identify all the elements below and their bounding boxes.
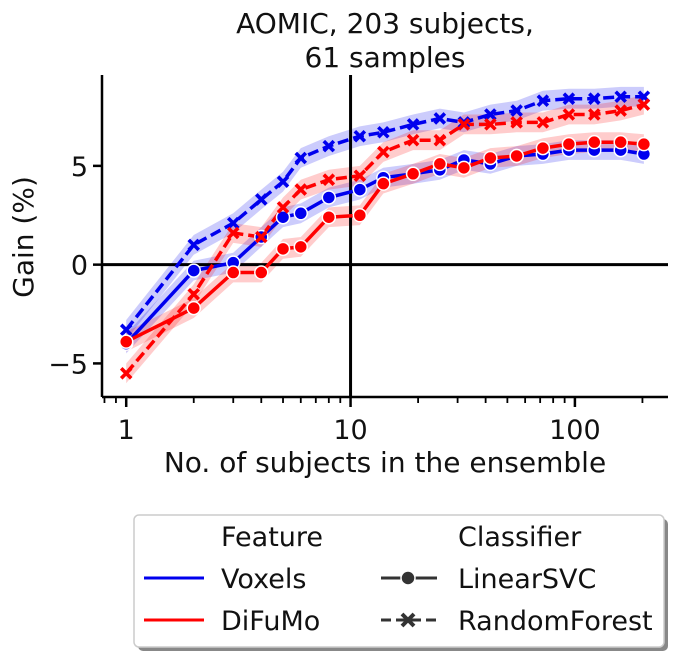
voxels-randomforest-point-12 bbox=[484, 108, 497, 121]
y-tick-label: 5 bbox=[71, 152, 88, 183]
x-axis-label: No. of subjects in the ensemble bbox=[164, 446, 606, 479]
difumo-randomforest-point-4 bbox=[276, 201, 290, 214]
y-tick-label: −5 bbox=[48, 349, 88, 380]
voxels-linearsvc-point-7 bbox=[352, 182, 368, 197]
legend-box bbox=[133, 514, 665, 648]
legend-linearsvc-label: LinearSVC bbox=[458, 564, 596, 595]
difumo-randomforest-point-15 bbox=[562, 108, 576, 121]
difumo-linearsvc-point-1 bbox=[186, 300, 201, 316]
difumo-randomforest-point-17 bbox=[614, 104, 627, 117]
voxels-randomforest-point-5 bbox=[294, 151, 308, 165]
voxels-randomforest-point-6 bbox=[322, 139, 336, 153]
difumo-randomforest-point-0 bbox=[119, 367, 133, 380]
voxels-randomforest-point-16 bbox=[588, 92, 601, 105]
difumo-linearsvc-point-10 bbox=[432, 156, 448, 172]
difumo-randomforest-point-14 bbox=[536, 116, 550, 129]
legend-difumo-label: DiFuMo bbox=[221, 606, 320, 637]
legend-linearsvc-marker bbox=[400, 570, 416, 586]
difumo-randomforest-point-2 bbox=[226, 226, 240, 240]
voxels-randomforest-point-0 bbox=[119, 323, 133, 337]
difumo-randomforest-point-18 bbox=[637, 98, 651, 111]
difumo-randomforest-point-3 bbox=[255, 230, 268, 244]
difumo-randomforest-point-6 bbox=[322, 173, 336, 186]
chart-title-line-1: AOMIC, 203 subjects, bbox=[236, 7, 534, 40]
difumo-linearsvc-point-2 bbox=[225, 265, 241, 280]
y-tick-label: 0 bbox=[71, 251, 88, 282]
x-tick-label: 1 bbox=[118, 415, 135, 446]
voxels-randomforest-point-3 bbox=[255, 193, 268, 206]
difumo-linearsvc-point-0 bbox=[118, 334, 134, 349]
voxels-randomforest-point-9 bbox=[406, 118, 420, 131]
voxels-linearsvc-point-5 bbox=[293, 206, 309, 221]
voxels-randomforest-point-4 bbox=[276, 175, 290, 188]
y-axis-label: Gain (%) bbox=[7, 176, 40, 298]
x-tick-label: 10 bbox=[333, 415, 367, 446]
difumo-linearsvc-point-14 bbox=[535, 140, 551, 156]
difumo-randomforest-point-10 bbox=[433, 133, 447, 147]
difumo-linearsvc-point-16 bbox=[587, 134, 602, 150]
legend-randomforest-label: RandomForest bbox=[458, 606, 653, 637]
x-tick-label: 100 bbox=[549, 415, 601, 446]
difumo-randomforest-point-9 bbox=[406, 133, 420, 147]
difumo-randomforest-point-7 bbox=[353, 169, 367, 183]
series-markers bbox=[118, 90, 652, 380]
voxels-randomforest-point-13 bbox=[510, 104, 523, 117]
voxels-randomforest-point-15 bbox=[562, 92, 576, 105]
difumo-linearsvc-point-9 bbox=[405, 166, 421, 182]
chart-title-line-2: 61 samples bbox=[305, 41, 466, 74]
difumo-randomforest-point-12 bbox=[484, 118, 497, 131]
axes bbox=[93, 75, 668, 407]
difumo-linearsvc-point-12 bbox=[483, 150, 498, 166]
difumo-randomforest-point-8 bbox=[377, 145, 390, 159]
difumo-linearsvc-point-15 bbox=[561, 136, 577, 152]
voxels-randomforest-point-10 bbox=[433, 112, 447, 125]
legend-voxels-label: Voxels bbox=[221, 564, 306, 595]
voxels-linearsvc-point-4 bbox=[275, 209, 291, 225]
difumo-randomforest-point-5 bbox=[294, 183, 308, 196]
voxels-randomforest-point-7 bbox=[353, 129, 367, 143]
voxels-linearsvc-point-6 bbox=[321, 190, 337, 205]
chart-title: AOMIC, 203 subjects, 61 samples bbox=[236, 7, 534, 74]
difumo-linearsvc-point-13 bbox=[509, 148, 524, 164]
voxels-randomforest-point-1 bbox=[187, 238, 201, 252]
voxels-randomforest-band bbox=[126, 86, 644, 340]
difumo-linearsvc-point-3 bbox=[254, 265, 269, 280]
difumo-randomforest-point-13 bbox=[510, 116, 523, 129]
difumo-linearsvc-point-5 bbox=[293, 239, 309, 255]
difumo-linearsvc-point-18 bbox=[636, 136, 652, 152]
difumo-linearsvc-point-6 bbox=[321, 209, 337, 225]
difumo-linearsvc-point-11 bbox=[456, 160, 472, 176]
difumo-randomforest-point-11 bbox=[457, 118, 471, 131]
voxels-randomforest-point-17 bbox=[614, 90, 627, 104]
difumo-linearsvc-point-8 bbox=[376, 176, 391, 191]
difumo-randomforest-point-1 bbox=[187, 288, 201, 301]
legend-feature-title: Feature bbox=[221, 522, 323, 553]
voxels-linearsvc-point-1 bbox=[186, 263, 201, 278]
voxels-randomforest-point-8 bbox=[377, 126, 390, 139]
voxels-randomforest-point-2 bbox=[226, 216, 240, 230]
legend-randomforest-marker bbox=[400, 612, 416, 628]
legend-classifier-title: Classifier bbox=[458, 522, 582, 553]
tick-labels: −5 0 5 1 10 100 bbox=[48, 152, 600, 446]
difumo-linearsvc-point-4 bbox=[275, 241, 291, 257]
voxels-randomforest-point-14 bbox=[536, 94, 550, 107]
difumo-linearsvc-point-17 bbox=[613, 134, 628, 150]
difumo-linearsvc-point-7 bbox=[352, 208, 368, 223]
difumo-randomforest-point-16 bbox=[588, 108, 601, 121]
legend: Feature Classifier Voxels DiFuMo LinearS… bbox=[133, 514, 668, 651]
